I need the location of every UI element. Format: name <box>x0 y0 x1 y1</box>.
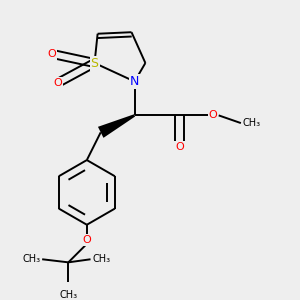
Text: CH₃: CH₃ <box>92 254 110 264</box>
Text: O: O <box>47 49 56 59</box>
Text: O: O <box>175 142 184 152</box>
Text: CH₃: CH₃ <box>22 254 40 264</box>
Text: S: S <box>91 56 98 70</box>
Text: O: O <box>209 110 218 120</box>
Polygon shape <box>98 114 135 138</box>
Text: O: O <box>82 235 91 245</box>
Text: N: N <box>130 75 139 88</box>
Text: CH₃: CH₃ <box>59 290 77 300</box>
Text: CH₃: CH₃ <box>242 118 261 128</box>
Text: O: O <box>53 78 62 88</box>
